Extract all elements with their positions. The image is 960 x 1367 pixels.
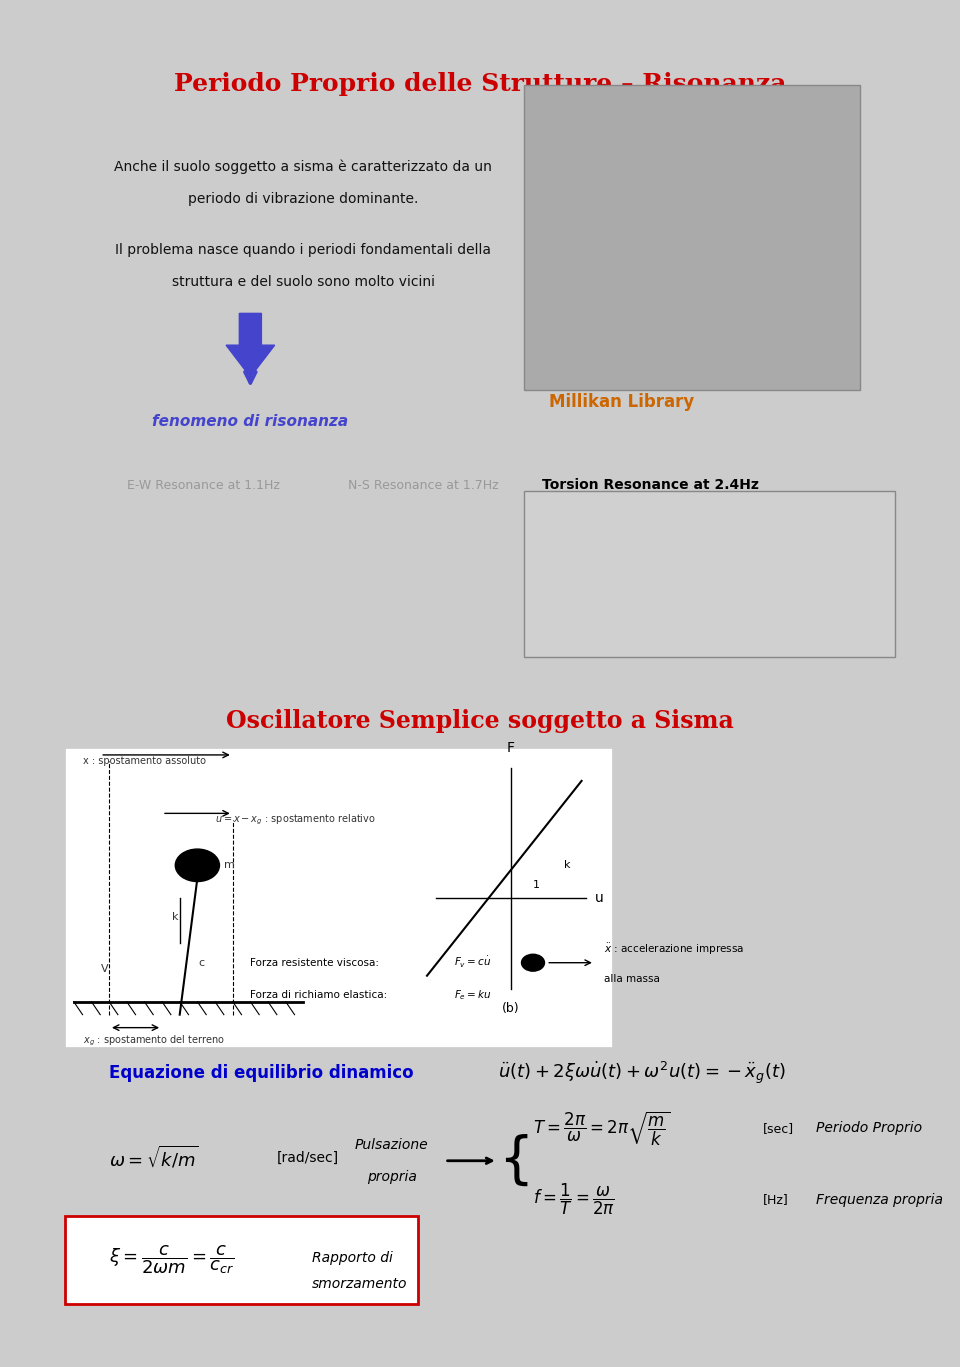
Text: $\omega = \sqrt{k/m}$: $\omega = \sqrt{k/m}$ [109, 1144, 199, 1170]
Text: $\ddot{u}(t)+2\xi\omega\dot{u}(t)+\omega^2 u(t)=-\ddot{x}_g(t)$: $\ddot{u}(t)+2\xi\omega\dot{u}(t)+\omega… [497, 1059, 785, 1087]
Text: $x_g$ : spostamento del terreno: $x_g$ : spostamento del terreno [83, 1033, 225, 1048]
Text: u: u [595, 891, 604, 905]
Text: k: k [172, 912, 179, 923]
Circle shape [176, 849, 220, 882]
Text: (b): (b) [502, 1002, 519, 1014]
Text: N-S Resonance at 1.7Hz: N-S Resonance at 1.7Hz [348, 478, 498, 492]
Text: Forza resistente viscosa:: Forza resistente viscosa: [251, 958, 379, 968]
Text: Rapporto di: Rapporto di [312, 1251, 393, 1264]
Text: Millikan Library: Millikan Library [549, 394, 694, 411]
FancyBboxPatch shape [524, 85, 860, 390]
Text: m: m [224, 860, 235, 871]
Text: [rad/sec]: [rad/sec] [276, 1151, 339, 1165]
FancyBboxPatch shape [524, 491, 895, 656]
Text: Il problema nasce quando i periodi fondamentali della: Il problema nasce quando i periodi fonda… [115, 243, 492, 257]
Text: F: F [507, 741, 515, 755]
FancyBboxPatch shape [65, 1217, 419, 1304]
FancyBboxPatch shape [65, 749, 612, 1047]
Text: Pulsazione: Pulsazione [355, 1137, 428, 1151]
Text: propria: propria [367, 1170, 417, 1184]
Text: periodo di vibrazione dominante.: periodo di vibrazione dominante. [188, 191, 419, 206]
Text: x : spostamento assoluto: x : spostamento assoluto [83, 756, 205, 767]
Circle shape [521, 954, 544, 971]
Text: alla massa: alla massa [604, 973, 660, 984]
Text: $u = x - x_g$ : spostamento relativo: $u = x - x_g$ : spostamento relativo [215, 812, 376, 827]
Text: smorzamento: smorzamento [312, 1277, 408, 1290]
Text: [sec]: [sec] [762, 1122, 794, 1135]
Text: $T = \dfrac{2\pi}{\omega} = 2\pi\sqrt{\dfrac{m}{k}}$: $T = \dfrac{2\pi}{\omega} = 2\pi\sqrt{\d… [533, 1109, 670, 1147]
Text: fenomeno di risonanza: fenomeno di risonanza [153, 414, 348, 429]
Text: Periodo Proprio: Periodo Proprio [816, 1121, 922, 1135]
Text: 1: 1 [533, 880, 540, 890]
Text: Torsion Resonance at 2.4Hz: Torsion Resonance at 2.4Hz [541, 478, 758, 492]
Text: $F_e = ku$: $F_e = ku$ [453, 988, 492, 1002]
Text: $\ddot{x}$ : accelerazione impressa: $\ddot{x}$ : accelerazione impressa [604, 942, 744, 957]
Text: $f = \dfrac{1}{T} = \dfrac{\omega}{2\pi}$: $f = \dfrac{1}{T} = \dfrac{\omega}{2\pi}… [533, 1182, 615, 1218]
Text: struttura e del suolo sono molto vicini: struttura e del suolo sono molto vicini [172, 275, 435, 288]
FancyArrow shape [227, 313, 275, 377]
Text: Frequenza propria: Frequenza propria [816, 1193, 943, 1207]
Text: c: c [199, 958, 204, 968]
Text: [Hz]: [Hz] [762, 1193, 788, 1206]
Text: k: k [564, 860, 570, 871]
Text: Periodo Proprio delle Strutture – Risonanza: Periodo Proprio delle Strutture – Risona… [174, 72, 786, 96]
Text: $F_v = c\dot{u}$: $F_v = c\dot{u}$ [453, 956, 491, 971]
Text: E-W Resonance at 1.1Hz: E-W Resonance at 1.1Hz [127, 478, 279, 492]
Text: Forza di richiamo elastica:: Forza di richiamo elastica: [251, 990, 388, 1001]
Text: Equazione di equilibrio dinamico: Equazione di equilibrio dinamico [109, 1064, 414, 1083]
Text: $\xi = \dfrac{c}{2\omega m} = \dfrac{c}{c_{cr}}$: $\xi = \dfrac{c}{2\omega m} = \dfrac{c}{… [109, 1243, 234, 1275]
Text: V: V [101, 964, 108, 975]
Text: Oscillatore Semplice soggetto a Sisma: Oscillatore Semplice soggetto a Sisma [227, 709, 733, 734]
Text: Anche il suolo soggetto a sisma è caratterizzato da un: Anche il suolo soggetto a sisma è caratt… [114, 160, 492, 175]
Text: {: { [497, 1133, 533, 1188]
